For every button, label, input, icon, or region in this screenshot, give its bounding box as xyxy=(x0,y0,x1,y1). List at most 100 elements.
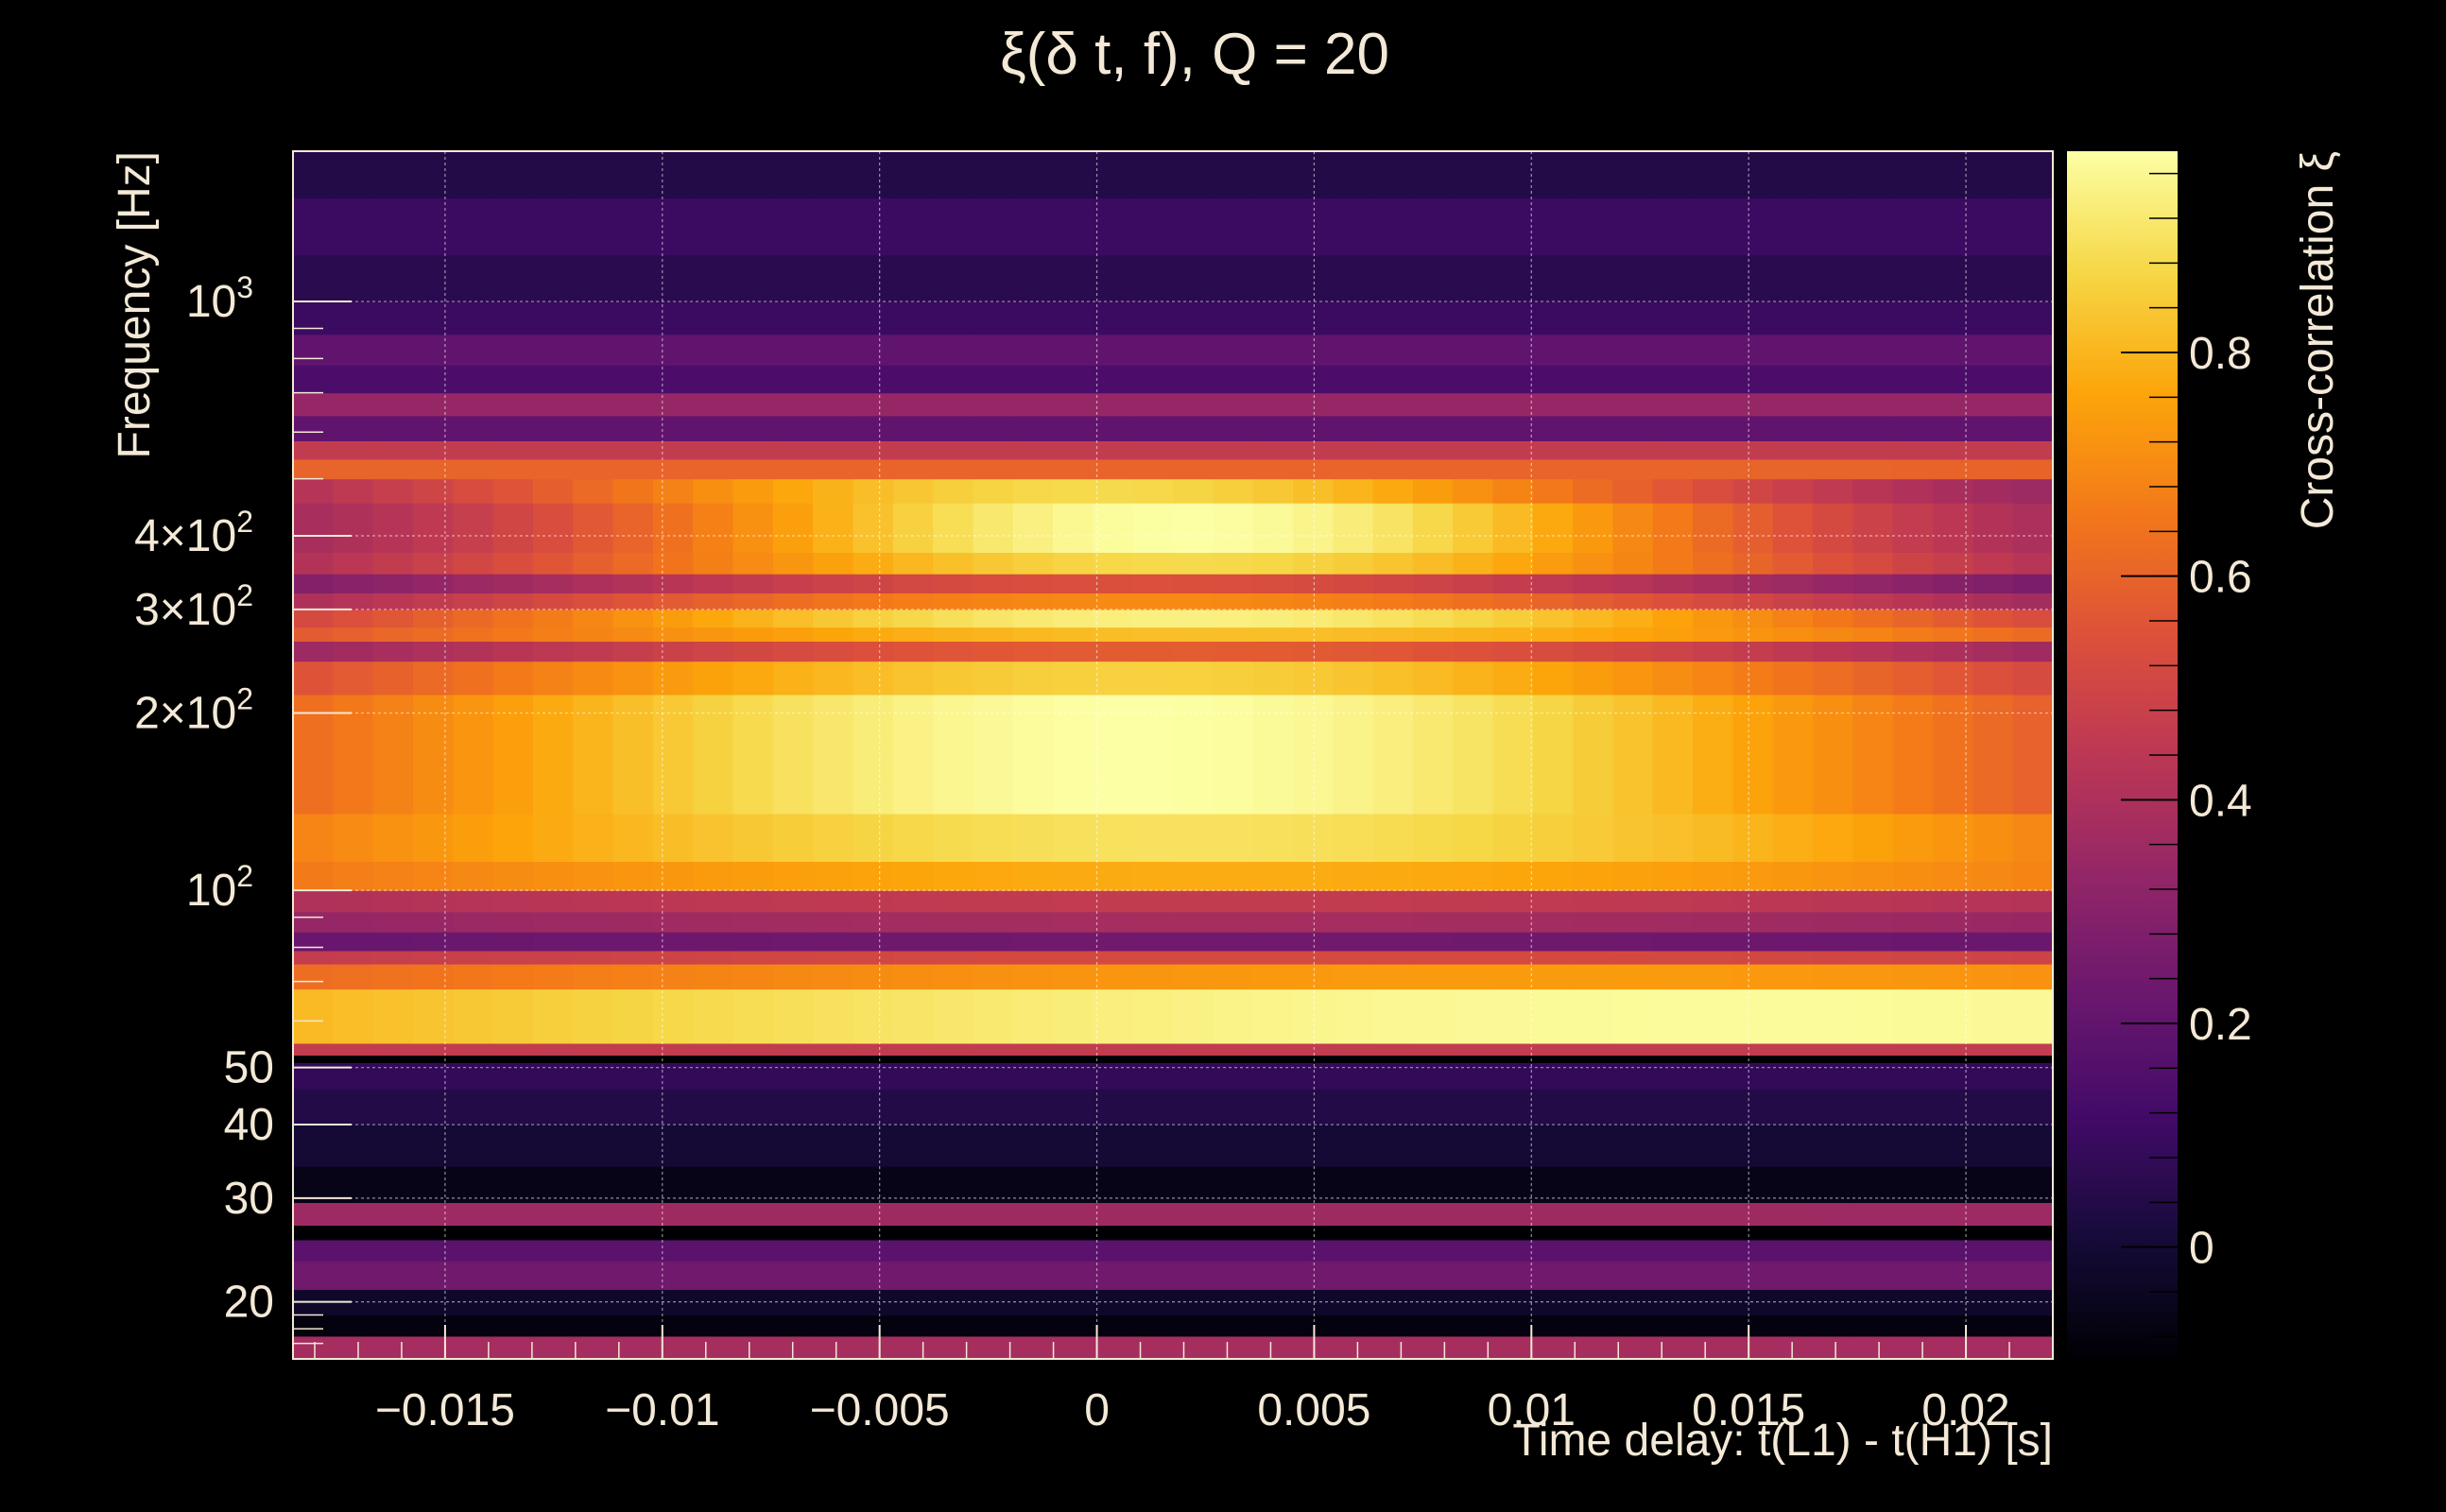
heatmap-cell xyxy=(1652,695,1694,815)
heatmap-cell xyxy=(372,1062,414,1090)
heatmap-cell xyxy=(492,151,534,198)
heatmap-cell xyxy=(1772,641,1814,662)
heatmap-cell xyxy=(892,627,934,642)
heatmap-cell xyxy=(732,458,774,480)
heatmap-cell xyxy=(1772,574,1814,593)
heatmap-cell xyxy=(652,641,694,662)
heatmap-cell xyxy=(1772,1042,1814,1057)
heatmap-cell xyxy=(813,198,853,256)
heatmap-cell xyxy=(1173,950,1214,965)
heatmap-cell xyxy=(1612,609,1654,628)
heatmap-cell xyxy=(1693,1055,1733,1063)
heatmap-cell xyxy=(1132,1314,1174,1337)
heatmap-cell xyxy=(1732,1289,1774,1316)
heatmap-cell xyxy=(532,1166,574,1203)
heatmap-cell xyxy=(1732,1314,1774,1337)
heatmap-cell xyxy=(1053,1062,1094,1090)
heatmap-cell xyxy=(933,964,973,990)
heatmap-cell xyxy=(333,890,374,913)
heatmap-cell xyxy=(1093,1202,1134,1227)
heatmap-cell xyxy=(1732,1062,1774,1090)
colorbar-tick-label: 0.8 xyxy=(2189,329,2252,379)
heatmap-cell xyxy=(492,1261,534,1290)
heatmap-cell xyxy=(1412,1239,1454,1262)
heatmap-cell xyxy=(1732,609,1774,628)
heatmap-cell xyxy=(1892,1261,1934,1290)
heatmap-cell xyxy=(1012,478,1054,504)
heatmap-cell xyxy=(612,695,654,815)
heatmap-cell xyxy=(1852,1062,1894,1090)
heatmap-cell xyxy=(1093,574,1134,593)
heatmap-cell xyxy=(1053,392,1094,417)
heatmap-cell xyxy=(1612,911,1654,933)
heatmap-cell xyxy=(1372,950,1414,965)
heatmap-cell xyxy=(933,254,973,302)
heatmap-cell xyxy=(652,1166,694,1203)
heatmap-cell xyxy=(1693,392,1733,417)
heatmap-cell xyxy=(1412,1314,1454,1337)
heatmap xyxy=(293,151,2053,1359)
heatmap-cell xyxy=(2012,695,2053,815)
heatmap-cell xyxy=(732,861,774,891)
heatmap-cell xyxy=(372,151,414,198)
heatmap-cell xyxy=(1573,813,1614,862)
heatmap-cell xyxy=(1132,574,1174,593)
heatmap-cell xyxy=(1213,151,1254,198)
heatmap-cell xyxy=(1293,950,1334,965)
heatmap-cell xyxy=(1732,1261,1774,1290)
heatmap-cell xyxy=(1532,1261,1574,1290)
heatmap-cell xyxy=(1453,1335,1494,1359)
heatmap-cell xyxy=(1252,392,1294,417)
heatmap-cell xyxy=(1333,552,1374,575)
heatmap-cell xyxy=(1012,964,1054,990)
heatmap-cell xyxy=(413,334,454,366)
heatmap-cell xyxy=(1093,1042,1134,1057)
heatmap-cell xyxy=(652,1042,694,1057)
heatmap-cell xyxy=(1093,813,1134,862)
heatmap-cell xyxy=(2012,627,2053,642)
heatmap-cell xyxy=(853,1055,894,1063)
heatmap-cell xyxy=(1972,890,2014,913)
heatmap-cell xyxy=(1693,1289,1733,1316)
heatmap-cell xyxy=(1852,641,1894,662)
heatmap-cell xyxy=(1293,503,1334,553)
heatmap-cell xyxy=(1532,198,1574,256)
heatmap-cell xyxy=(1852,932,1894,952)
heatmap-cell xyxy=(1093,1335,1134,1359)
heatmap-cell xyxy=(413,1125,454,1167)
heatmap-cell xyxy=(973,1125,1014,1167)
heatmap-cell xyxy=(1732,392,1774,417)
heatmap-cell xyxy=(1652,503,1694,553)
heatmap-cell xyxy=(813,1166,853,1203)
heatmap-cell xyxy=(1412,1062,1454,1090)
x-tick-label: 0.02 xyxy=(1921,1385,2009,1435)
heatmap-cell xyxy=(1372,661,1414,696)
heatmap-cell xyxy=(1612,1239,1654,1262)
colorbar-tick-label: 0.6 xyxy=(2189,553,2252,603)
heatmap-cell xyxy=(2012,932,2053,952)
heatmap-cell xyxy=(1933,1335,1973,1359)
heatmap-cell xyxy=(532,365,574,394)
heatmap-cell xyxy=(1053,198,1094,256)
heatmap-cell xyxy=(573,1055,614,1063)
heatmap-cell xyxy=(933,1239,973,1262)
heatmap-cell xyxy=(1093,503,1134,553)
heatmap-cell xyxy=(772,1261,814,1290)
heatmap-cell xyxy=(693,627,734,642)
heatmap-cell xyxy=(1412,661,1454,696)
heatmap-cell xyxy=(1693,198,1733,256)
heatmap-cell xyxy=(1412,1055,1454,1063)
heatmap-cell xyxy=(1213,964,1254,990)
heatmap-cell xyxy=(1573,695,1614,815)
heatmap-cell xyxy=(1492,574,1534,593)
heatmap-cell xyxy=(1652,1239,1694,1262)
heatmap-cell xyxy=(1093,301,1134,335)
heatmap-cell xyxy=(1293,641,1334,662)
heatmap-cell xyxy=(1372,392,1414,417)
heatmap-cell xyxy=(973,695,1014,815)
heatmap-cell xyxy=(1852,627,1894,642)
heatmap-cell xyxy=(413,392,454,417)
heatmap-cell xyxy=(492,552,534,575)
heatmap-cell xyxy=(853,1239,894,1262)
heatmap-cell xyxy=(1612,593,1654,610)
